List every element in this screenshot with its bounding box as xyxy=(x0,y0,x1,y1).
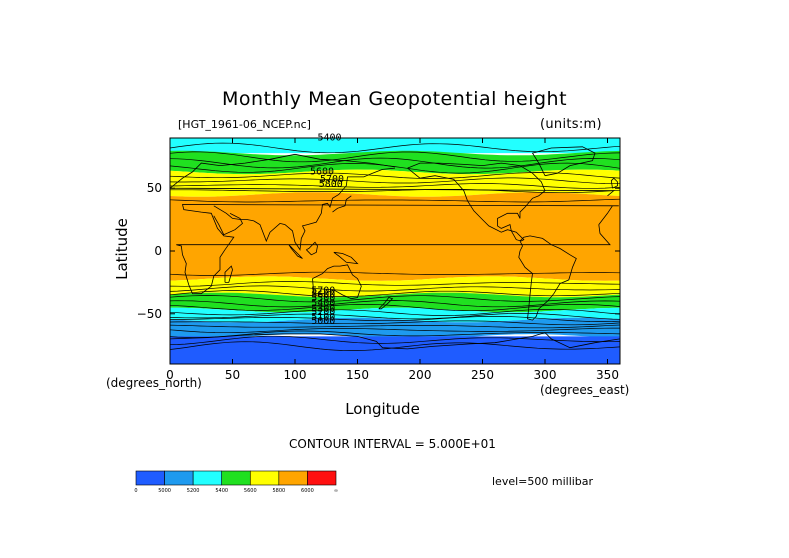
level-label: level=500 millibar xyxy=(492,475,594,488)
x-tick-label: 300 xyxy=(534,368,557,382)
coastline xyxy=(213,167,396,251)
colorbar: 0 5000 5200 5400 5600 5800 6000 ∞ xyxy=(134,470,338,494)
x-tick-label: 350 xyxy=(596,368,619,382)
coastline xyxy=(224,265,233,283)
colorbar-swatch xyxy=(249,470,280,486)
chart-title: Monthly Mean Geopotential height xyxy=(221,88,568,110)
y-tick-label: 50 xyxy=(147,181,162,195)
contour-label: 5500 xyxy=(311,293,335,304)
colorbar-label: ∞ xyxy=(334,488,338,494)
contour-line xyxy=(170,308,620,316)
contour-line xyxy=(170,285,620,292)
y-tick-label: −50 xyxy=(137,307,162,321)
colorbar-swatch xyxy=(221,470,251,486)
contour-line xyxy=(170,172,620,179)
coastline xyxy=(610,177,618,189)
contour-line xyxy=(170,341,620,351)
contour-interval-label: CONTOUR INTERVAL = 5.000E+01 xyxy=(289,437,496,451)
coastline xyxy=(332,195,352,213)
x-tick-label: 100 xyxy=(284,368,307,382)
contour-line xyxy=(170,327,620,334)
contour-line xyxy=(170,281,620,287)
contour-line xyxy=(170,320,620,326)
file-label: [HGT_1961-06_NCEP.nc] xyxy=(178,118,311,131)
coastline xyxy=(518,235,577,321)
x-axis-label: Longitude xyxy=(345,400,420,418)
contour-line xyxy=(170,271,620,276)
coastline xyxy=(306,241,318,256)
contour-line xyxy=(170,303,620,312)
contour-lines xyxy=(170,142,620,351)
x-ticks: 0 50 100 150 200 250 300 350 xyxy=(166,138,619,382)
contour-line xyxy=(170,316,620,322)
colorbar-label: 5400 xyxy=(215,488,228,494)
contour-line xyxy=(170,324,620,329)
contour-line xyxy=(170,330,620,338)
contour-line xyxy=(170,300,620,308)
contour-label: 5300 xyxy=(311,303,335,314)
coastline xyxy=(312,264,362,300)
contour-label: 5600 xyxy=(311,289,335,300)
x-tick-label: 250 xyxy=(471,368,494,382)
contour-line xyxy=(170,198,620,203)
units-label: (units:m) xyxy=(540,117,602,132)
band-5800-6000 xyxy=(170,192,620,281)
contour-line xyxy=(170,295,620,303)
colorbar-swatch xyxy=(192,470,223,486)
contour-line xyxy=(170,157,620,169)
coastline xyxy=(288,244,303,259)
colorbar-swatch xyxy=(307,470,337,486)
contour-line xyxy=(170,177,620,185)
y-tick-label: 0 xyxy=(154,244,162,258)
contour-line xyxy=(170,183,620,189)
coastline xyxy=(333,251,359,265)
coastline xyxy=(407,162,546,242)
coastline xyxy=(531,146,596,177)
contour-label: 5400 xyxy=(311,298,335,309)
colorbar-label: 0 xyxy=(134,488,137,494)
x-tick-label: 150 xyxy=(346,368,369,382)
y-axis-units: (degrees_north) xyxy=(106,376,202,390)
x-tick-label: 0 xyxy=(166,368,174,382)
band-5000-5200 xyxy=(170,317,620,339)
band-5400-5600 xyxy=(170,292,620,313)
contour-line xyxy=(170,162,620,174)
colorbar-label: 5800 xyxy=(272,488,285,494)
x-tick-label: 200 xyxy=(409,368,432,382)
contour-line xyxy=(170,290,620,297)
band-5200-5400 xyxy=(170,307,620,323)
contour-label: 5800 xyxy=(319,179,343,190)
colorbar-swatch xyxy=(278,470,308,486)
colorbar-swatch xyxy=(135,470,165,486)
x-axis-units: (degrees_east) xyxy=(540,383,630,397)
coastline xyxy=(378,297,394,310)
colorbar-label: 5200 xyxy=(187,488,200,494)
colorbar-label: 5600 xyxy=(244,488,257,494)
contour-line xyxy=(170,312,620,320)
colorbar-label: 6000 xyxy=(301,488,314,494)
x-tick-label: 50 xyxy=(225,368,240,382)
coastline xyxy=(213,212,243,236)
colorbar-swatch xyxy=(164,470,194,486)
coastline xyxy=(176,204,619,295)
contour-label: 5600 xyxy=(310,166,334,177)
contour-line xyxy=(170,142,620,154)
contour-label: 5100 xyxy=(311,312,335,323)
contour-line xyxy=(170,335,620,346)
coastline xyxy=(170,153,615,197)
coastlines xyxy=(170,146,620,350)
contour-line xyxy=(170,151,620,163)
band-5200-5400 xyxy=(170,138,620,154)
contour-label: 5700 xyxy=(320,174,344,185)
band-<5000 xyxy=(170,336,620,364)
contour-line xyxy=(170,188,620,194)
y-ticks: 50 0 −50 xyxy=(137,181,620,321)
colorbar-label: 5000 xyxy=(158,488,171,494)
contour-label: 5000 xyxy=(311,316,335,327)
contour-label: 5200 xyxy=(311,307,335,318)
contour-label: 5700 xyxy=(311,286,335,297)
